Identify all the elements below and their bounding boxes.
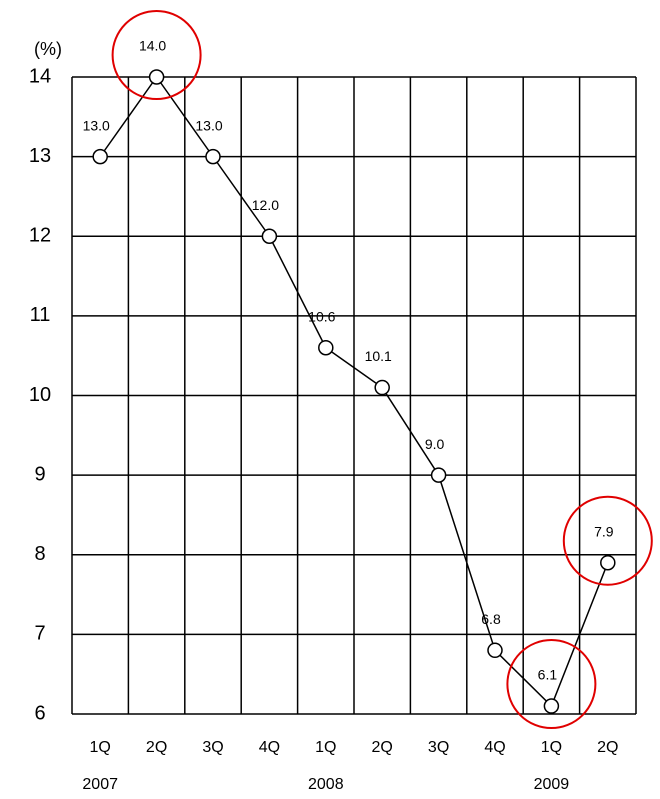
data-label: 9.0 xyxy=(425,436,445,452)
y-tick-label: 9 xyxy=(34,463,45,485)
x-tick-label: 3Q xyxy=(428,739,449,756)
point xyxy=(430,467,447,483)
y-axis-label: (%) xyxy=(34,39,62,59)
point xyxy=(148,69,165,85)
year-label: 2007 xyxy=(82,776,118,793)
y-tick-label: 11 xyxy=(30,304,51,326)
data-label: 13.0 xyxy=(195,117,222,133)
point xyxy=(205,148,221,165)
data-label: 10.1 xyxy=(365,348,392,364)
y-tick-label: 10 xyxy=(29,384,51,406)
highlight-circle xyxy=(506,639,597,730)
point xyxy=(318,339,334,356)
y-tick-label: 13 xyxy=(29,145,51,167)
x-tick-label: 4Q xyxy=(484,739,505,756)
x-tick-label: 2Q xyxy=(372,739,393,756)
y-tick-label: 12 xyxy=(29,225,51,247)
x-tick-label: 1Q xyxy=(90,739,111,756)
point xyxy=(487,642,503,659)
data-label: 13.0 xyxy=(83,117,110,133)
data-label: 14.0 xyxy=(139,38,166,54)
y-tick-label: 7 xyxy=(34,623,45,645)
point xyxy=(600,554,616,571)
x-tick-label: 3Q xyxy=(202,739,223,756)
data-label: 6.8 xyxy=(481,611,501,627)
y-tick-label: 6 xyxy=(34,702,45,724)
point xyxy=(543,698,560,714)
x-tick-label: 4Q xyxy=(259,739,280,756)
y-tick-label: 8 xyxy=(34,543,45,565)
data-label: 6.1 xyxy=(538,667,558,683)
x-tick-label: 1Q xyxy=(541,739,562,756)
point xyxy=(261,228,278,244)
data-label: 7.9 xyxy=(594,523,614,539)
year-label: 2009 xyxy=(534,776,570,793)
point xyxy=(92,148,108,165)
highlight-circle xyxy=(111,10,202,100)
x-tick-label: 2Q xyxy=(146,739,167,756)
x-tick-label: 1Q xyxy=(315,739,336,756)
line xyxy=(99,75,609,708)
point xyxy=(374,379,390,396)
highlight-circle xyxy=(562,495,653,586)
x-tick-label: 2Q xyxy=(597,739,618,756)
data-label: 12.0 xyxy=(252,197,279,213)
data-label: 10.6 xyxy=(308,308,335,324)
year-label: 2008 xyxy=(308,776,344,793)
y-tick-label: 14 xyxy=(29,65,51,87)
